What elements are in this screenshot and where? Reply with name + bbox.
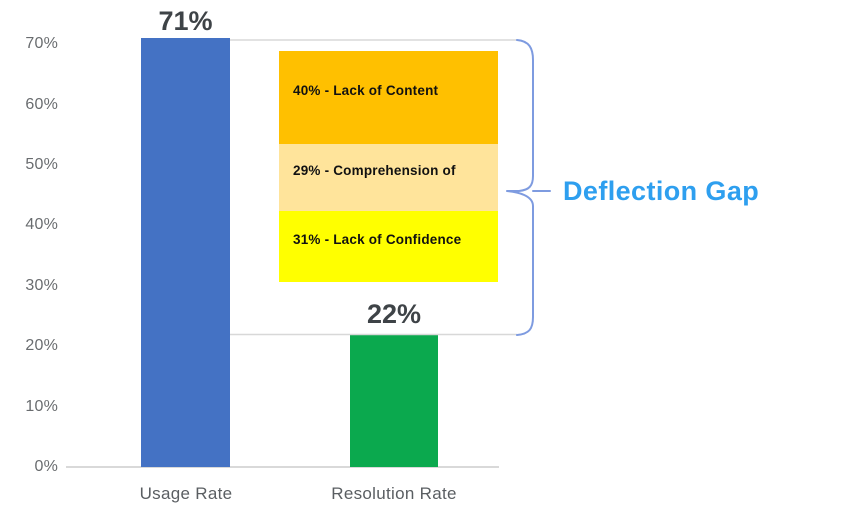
breakdown-segment-comprehension: 29% - Comprehension of (279, 144, 498, 211)
x-axis-category-resolution-rate: Resolution Rate (331, 484, 457, 503)
y-axis-tick-label: 70% (25, 35, 58, 52)
y-axis-tick-label: 10% (25, 398, 58, 415)
y-axis-tick-label: 20% (25, 337, 58, 354)
gap-breakdown-stack: 40% - Lack of Content 29% - Comprehensio… (279, 51, 498, 282)
x-axis-category-usage-rate: Usage Rate (139, 484, 233, 503)
y-axis-tick-label: 40% (25, 216, 58, 233)
y-axis-tick-label: 60% (25, 96, 58, 113)
usage-rate-bar (141, 38, 230, 467)
breakdown-segment-lack-of-confidence: 31% - Lack of Confidence (279, 211, 498, 282)
resolution-rate-bar (350, 335, 438, 467)
deflection-gap-label: Deflection Gap (563, 176, 760, 206)
resolution-rate-value-label: 22% (366, 299, 422, 329)
segment-label: 29% - Comprehension of (293, 163, 456, 178)
x-axis-line (66, 466, 499, 468)
y-axis-tick-label: 50% (25, 156, 58, 173)
y-axis-tick-label: 30% (25, 277, 58, 294)
y-axis-tick-label: 0% (34, 458, 58, 475)
segment-label: 40% - Lack of Content (293, 83, 439, 98)
breakdown-segment-lack-of-content: 40% - Lack of Content (279, 51, 498, 144)
usage-rate-value-label: 71% (158, 6, 213, 36)
segment-label: 31% - Lack of Confidence (293, 232, 462, 247)
curly-bracket (506, 39, 551, 336)
